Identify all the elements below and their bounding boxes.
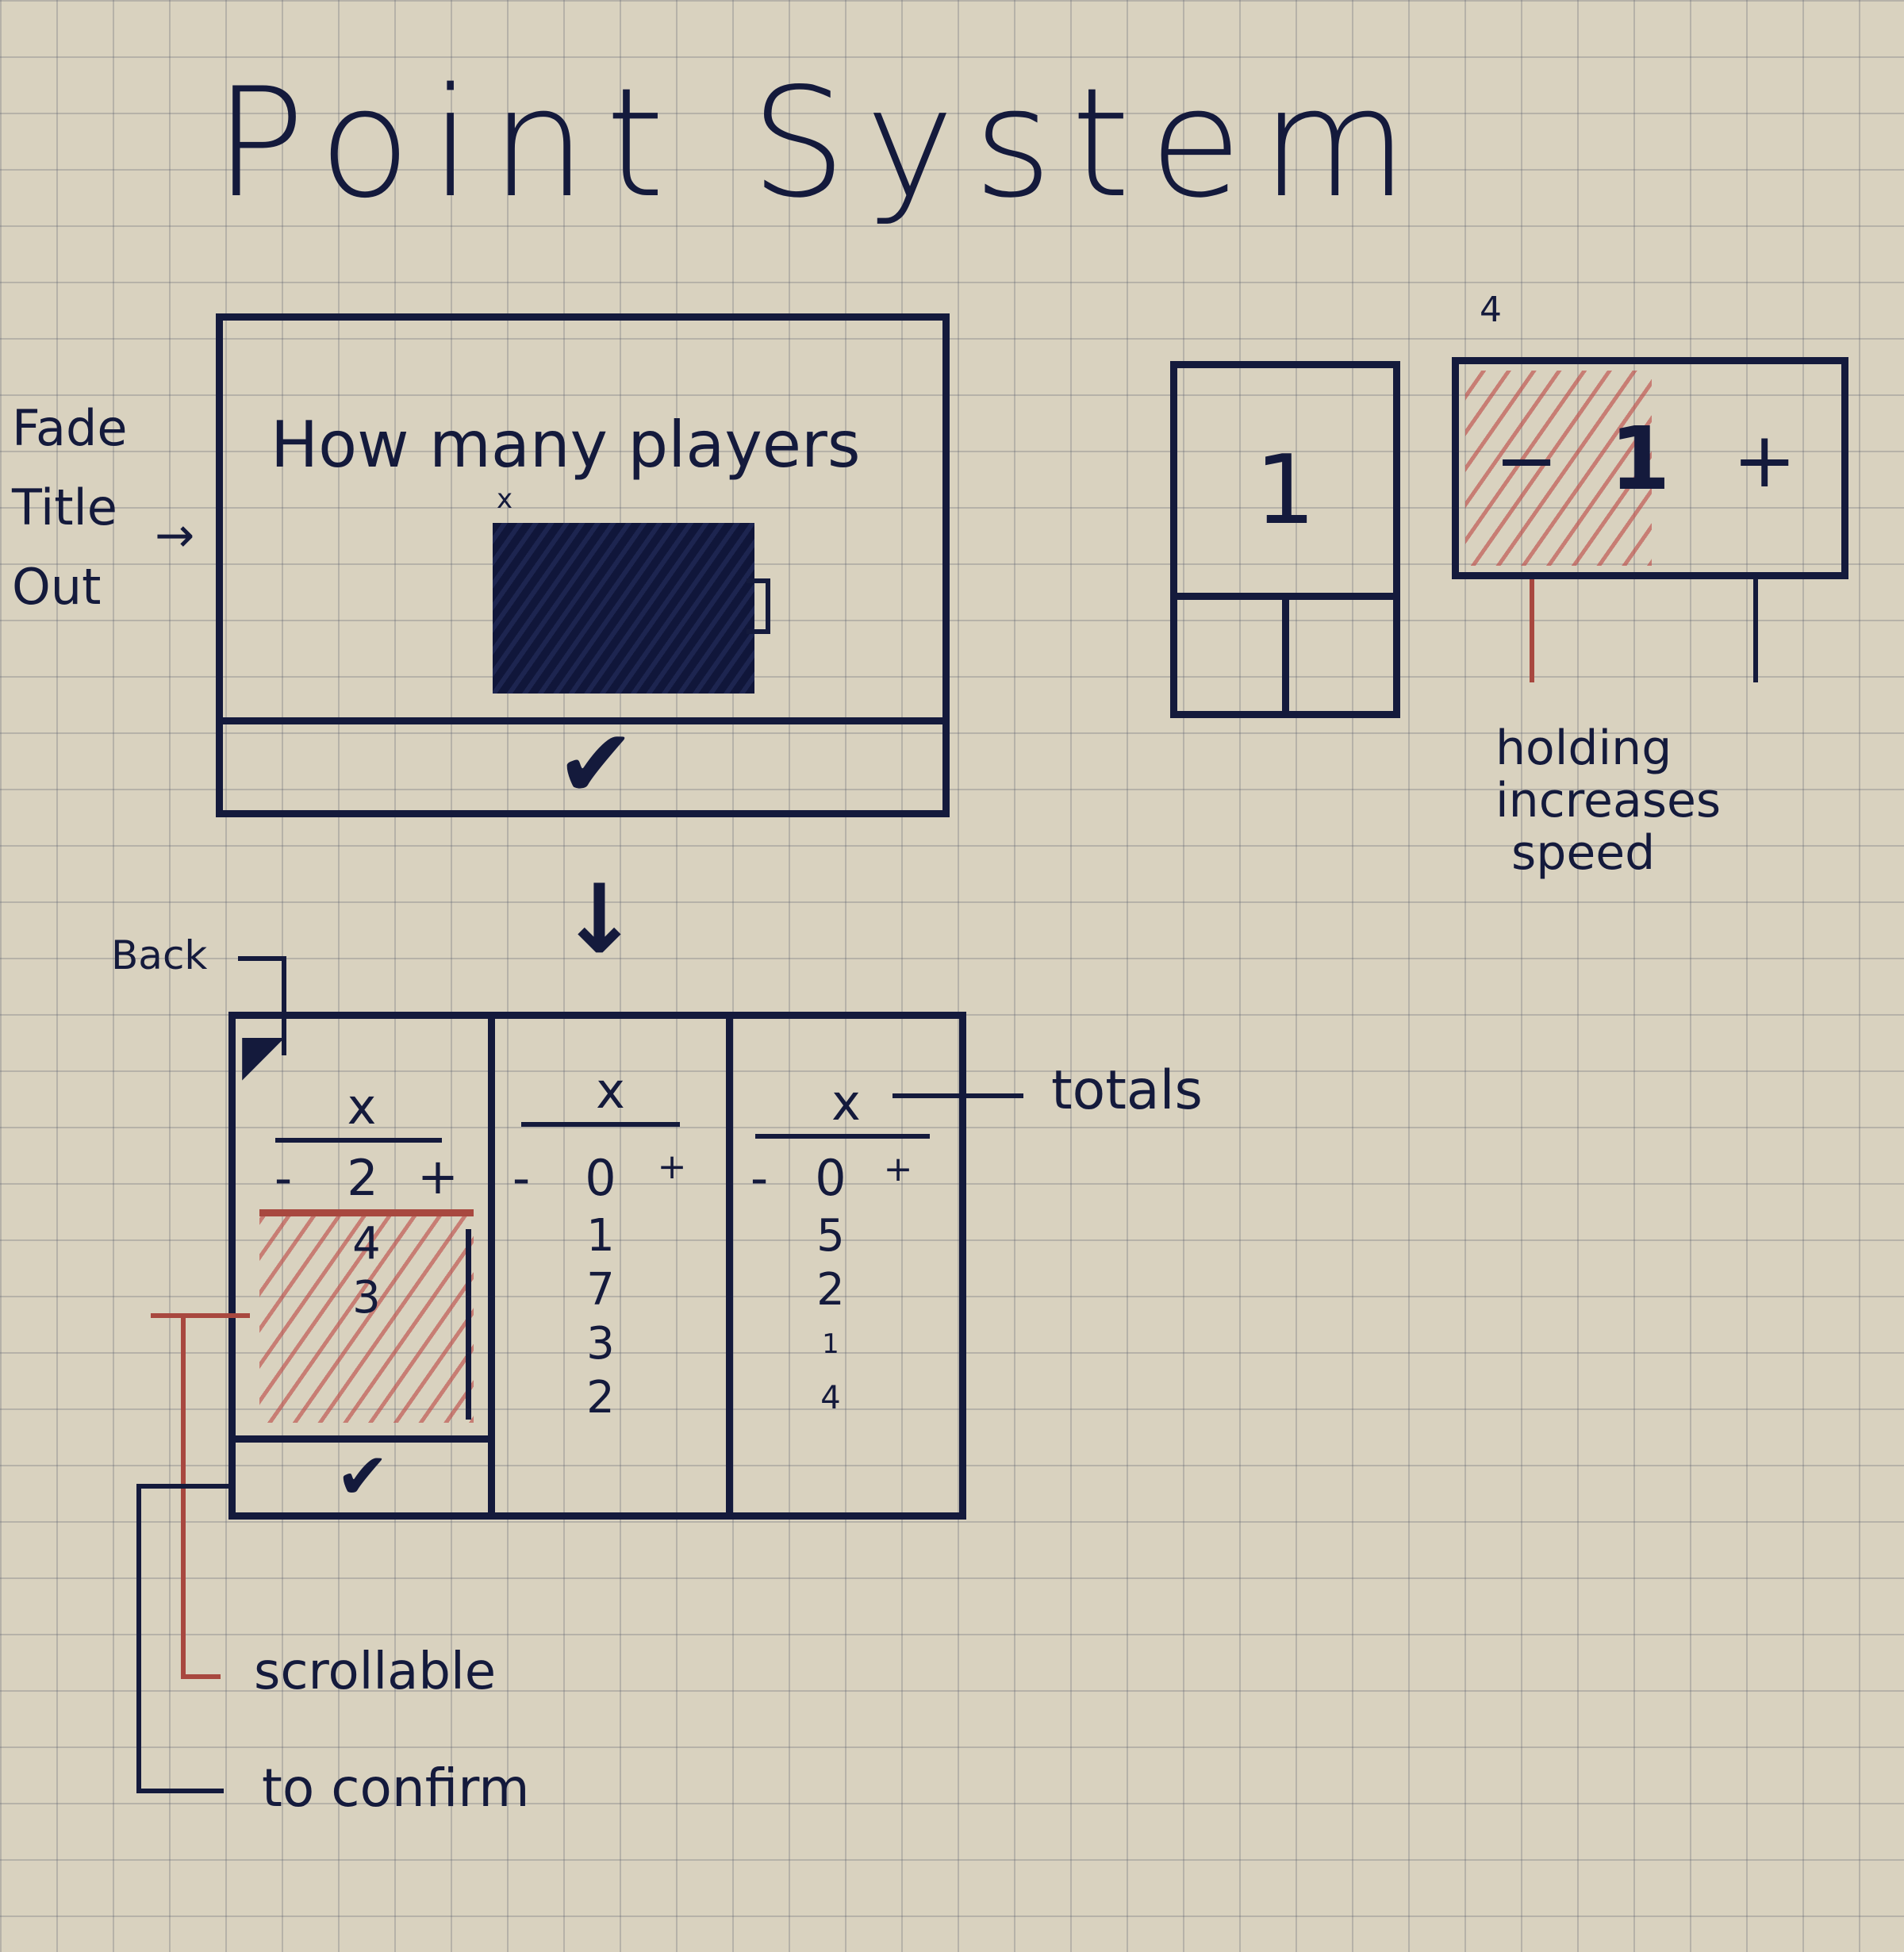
minus-callout-line (1530, 579, 1534, 682)
total-underline (275, 1138, 442, 1143)
stepper-note: holding increases speed (1495, 722, 1844, 879)
totals-callout-line (892, 1093, 1023, 1098)
minus-button[interactable]: - (750, 1149, 769, 1207)
scrollable-note: scrollable (254, 1643, 497, 1701)
stepper-note-line: increases (1495, 773, 1722, 828)
totals-label: totals (1051, 1059, 1203, 1122)
stepper-note-line: holding (1495, 720, 1672, 776)
screen-player-count: How many players x ✔ (216, 313, 950, 820)
score-entry: 5 (816, 1210, 845, 1262)
tile-split (1282, 593, 1289, 712)
confirm-callout-top (136, 1484, 232, 1489)
score-entry: 1 (586, 1210, 615, 1262)
remove-player-icon[interactable]: x (347, 1078, 377, 1135)
column-divider (488, 1019, 495, 1512)
confirm-callout-v (136, 1484, 141, 1793)
score-entry: 2 (586, 1372, 615, 1424)
page-title: Point System (214, 56, 1427, 231)
confirm-note: to confirm (262, 1758, 530, 1819)
stepper-note-line: speed (1511, 825, 1656, 881)
checkmark-icon[interactable]: ✔ (336, 1439, 390, 1513)
scrollable-callout-v (181, 1313, 186, 1678)
stepper-label: 4 (1480, 290, 1502, 330)
minus-button[interactable]: - (274, 1149, 293, 1207)
back-label: Back (111, 932, 208, 978)
checkmark-icon[interactable]: ✔ (555, 709, 636, 820)
plus-button[interactable]: + (1733, 416, 1797, 505)
confirm-divider (236, 1435, 488, 1443)
scroll-notch (747, 578, 770, 634)
input-close-icon[interactable]: x (497, 483, 513, 515)
scoreboard-screen: ◤ x - 2 + 4 3 ✔ x - 0 + 1 7 3 2 x - 0 + … (228, 1012, 966, 1520)
fade-note: Fade Title Out (12, 389, 202, 627)
score-entry: 4 (352, 1218, 381, 1270)
minus-button[interactable]: - (512, 1149, 531, 1207)
score-history: 4 3 (259, 1217, 474, 1325)
arrow-down-icon: ↓ (559, 865, 639, 975)
scrollable-callout-bottom (181, 1674, 221, 1679)
fade-note-line: Fade (12, 399, 128, 457)
score-history: 1 7 3 2 (569, 1209, 632, 1425)
score-entry: 3 (352, 1272, 381, 1324)
confirm-divider (223, 717, 942, 724)
player-count-input[interactable] (493, 523, 754, 694)
remove-player-icon[interactable]: x (831, 1074, 861, 1132)
stepper-value: 1 (1610, 408, 1671, 509)
back-arrow-icon[interactable]: ◤ (242, 1022, 285, 1087)
score-entry: 3 (586, 1318, 615, 1370)
remove-player-icon[interactable]: x (596, 1062, 625, 1120)
tile-value: 1 (1254, 436, 1316, 546)
plus-callout-line (1753, 579, 1758, 682)
score-entry: 7 (586, 1264, 615, 1316)
plus-button[interactable]: + (417, 1147, 459, 1205)
scroll-top-edge (259, 1209, 474, 1216)
minus-pressed-area (1465, 371, 1652, 566)
scrollable-callout-top (151, 1313, 250, 1318)
minus-button[interactable]: − (1495, 416, 1559, 505)
plus-button[interactable]: + (657, 1147, 687, 1187)
stepper: − 1 + (1452, 357, 1848, 579)
fade-note-line: Title (12, 478, 117, 536)
plus-button[interactable]: + (883, 1149, 913, 1189)
fade-note-line: Out (12, 558, 102, 616)
score-history: 5 2 1 4 (799, 1209, 862, 1425)
total-underline (755, 1134, 930, 1139)
scrollable-history[interactable] (259, 1216, 474, 1423)
confirm-callout-bottom (136, 1789, 224, 1793)
column-divider (726, 1019, 733, 1512)
score-entry: 2 (816, 1264, 845, 1316)
score-entry: 1 (822, 1328, 839, 1360)
arrow-right-icon: → (155, 508, 195, 563)
player-tile[interactable]: 1 (1170, 361, 1400, 718)
total-underline (521, 1122, 680, 1127)
back-callout-h (238, 956, 286, 961)
players-prompt: How many players (271, 408, 861, 482)
scroll-right-edge (466, 1229, 471, 1420)
player-total: 0 (815, 1149, 846, 1207)
score-entry: 4 (820, 1380, 841, 1416)
player-total: 0 (585, 1149, 616, 1207)
back-callout-v (282, 956, 286, 1055)
player-total: 2 (347, 1149, 378, 1207)
